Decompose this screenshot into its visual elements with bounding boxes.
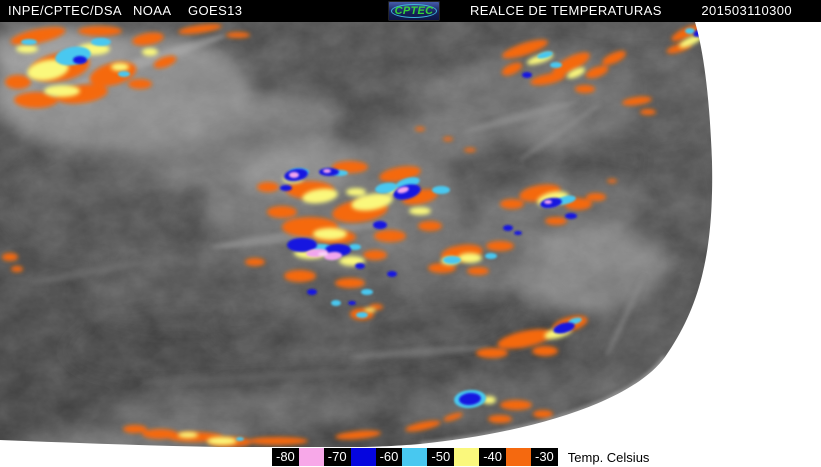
header-bar: INPE/CPTEC/DSA NOAA GOES13 CPTEC REALCE … [0, 0, 821, 22]
legend-tick--60: -60 [375, 448, 403, 466]
legend-swatch-blue [350, 448, 376, 466]
legend-tick--50: -50 [427, 448, 455, 466]
operator-label: NOAA [133, 3, 172, 18]
legend-tick--70: -70 [323, 448, 351, 466]
agency-label: INPE/CPTEC/DSA [8, 3, 122, 18]
storm-pink-layer [289, 169, 552, 261]
off-disk-white-region [0, 22, 821, 447]
legend-swatch-pink [298, 448, 324, 466]
legend-tick--40: -40 [479, 448, 506, 466]
legend-tick--80: -80 [272, 448, 299, 466]
temperature-unit-label: Temp. Celsius [567, 449, 650, 465]
legend-strip: -80 -70 -60 -50 -40 -30 Temp. Celsius [0, 447, 821, 467]
legend-swatch-orange [505, 448, 531, 466]
cptec-logo-text: CPTEC [390, 4, 438, 18]
legend-swatch-yellow [454, 448, 480, 466]
cptec-logo: CPTEC [388, 1, 440, 21]
satellite-image [0, 22, 821, 447]
product-title: REALCE DE TEMPERATURAS [470, 3, 662, 18]
satellite-label: GOES13 [188, 3, 243, 18]
legend-swatch-cyan [402, 448, 428, 466]
legend-tick--30: -30 [530, 448, 558, 466]
limb-rim-clouds [419, 356, 667, 446]
satellite-disk-graphic [0, 22, 821, 447]
storm-blue-layer [73, 27, 711, 406]
timestamp-label: 201503110300 [701, 3, 792, 18]
